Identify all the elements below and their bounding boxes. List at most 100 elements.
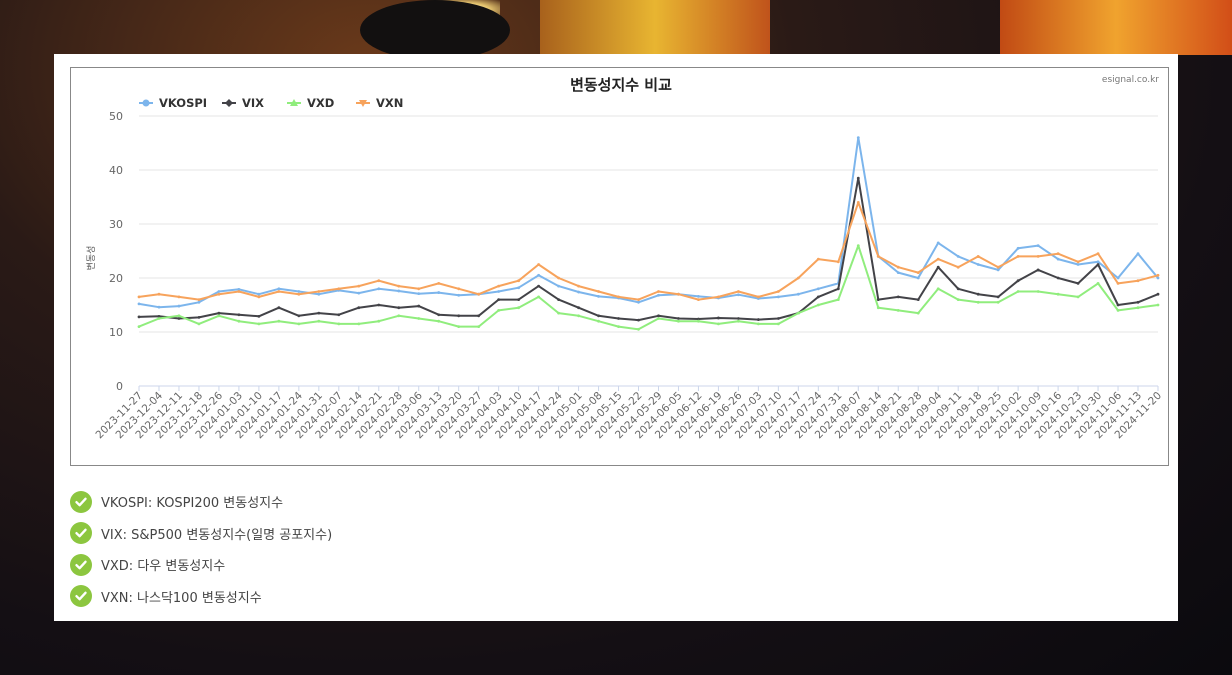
data-point bbox=[137, 302, 141, 306]
y-tick-label: 50 bbox=[109, 110, 123, 123]
data-point bbox=[1116, 309, 1120, 312]
data-point bbox=[697, 294, 700, 298]
data-point bbox=[317, 290, 321, 293]
index-description-text: VXD: 다우 변동성지수 bbox=[101, 559, 226, 575]
data-point bbox=[697, 319, 700, 323]
data-point bbox=[417, 287, 421, 291]
data-point bbox=[637, 327, 640, 331]
data-point bbox=[257, 322, 261, 326]
data-point bbox=[497, 284, 501, 288]
data-point bbox=[717, 316, 720, 320]
data-point bbox=[217, 311, 221, 315]
data-point bbox=[1016, 290, 1020, 293]
data-point bbox=[197, 300, 201, 304]
data-point bbox=[896, 271, 900, 274]
data-point bbox=[497, 298, 501, 301]
data-point bbox=[657, 317, 660, 320]
data-point bbox=[477, 292, 481, 296]
y-tick-label: 40 bbox=[109, 164, 123, 177]
data-point bbox=[457, 314, 461, 318]
series-line-vkospi bbox=[138, 136, 1159, 309]
data-point bbox=[1076, 282, 1080, 285]
data-point bbox=[457, 293, 461, 297]
data-point bbox=[796, 276, 800, 280]
chart-panel: 0 10 20 30 40 50 2023-11-27 2023-12-04 2023-12-1… bbox=[54, 54, 1178, 621]
data-point bbox=[916, 271, 920, 274]
data-point bbox=[916, 276, 920, 280]
data-point bbox=[916, 311, 920, 315]
data-point bbox=[1076, 295, 1080, 299]
series-line-vxn bbox=[138, 201, 1159, 301]
data-point bbox=[836, 298, 840, 301]
data-point bbox=[796, 311, 800, 315]
data-point bbox=[377, 287, 381, 291]
data-point bbox=[197, 298, 201, 301]
legend-item-vxn[interactable]: VXN bbox=[356, 96, 403, 110]
data-point bbox=[577, 314, 580, 318]
data-point bbox=[417, 317, 421, 320]
data-point bbox=[816, 257, 820, 261]
data-point bbox=[457, 287, 461, 291]
data-point bbox=[577, 290, 580, 294]
data-point bbox=[956, 255, 960, 258]
data-point bbox=[237, 287, 241, 291]
data-point bbox=[217, 290, 221, 293]
data-point bbox=[896, 309, 900, 312]
index-description-item: VXN: 나스닥100 변동성지수 bbox=[70, 581, 332, 613]
chart-legend: VKOSPI VIX VXD VXN bbox=[139, 96, 403, 110]
data-point bbox=[437, 291, 441, 294]
data-point bbox=[836, 260, 840, 264]
check-circle-icon bbox=[70, 522, 92, 545]
data-point bbox=[737, 317, 740, 320]
data-point bbox=[257, 295, 261, 299]
data-point bbox=[856, 244, 860, 248]
data-point bbox=[756, 322, 760, 326]
data-point bbox=[557, 298, 560, 301]
data-point bbox=[357, 291, 361, 295]
data-point bbox=[297, 292, 301, 296]
data-point bbox=[417, 304, 421, 308]
data-point bbox=[157, 292, 161, 296]
data-point bbox=[1036, 290, 1040, 293]
data-point bbox=[157, 314, 161, 318]
data-point bbox=[377, 279, 381, 283]
data-point bbox=[856, 176, 860, 180]
data-point bbox=[776, 322, 780, 326]
data-point bbox=[796, 292, 800, 296]
data-point bbox=[1116, 276, 1120, 280]
data-point bbox=[657, 290, 660, 293]
data-point bbox=[357, 306, 361, 310]
data-point bbox=[697, 298, 700, 301]
data-point bbox=[916, 298, 920, 301]
data-point bbox=[1016, 279, 1020, 283]
legend-label: VKOSPI bbox=[159, 96, 207, 110]
data-point bbox=[936, 265, 940, 269]
data-point bbox=[177, 295, 181, 299]
data-point bbox=[337, 287, 341, 291]
chart-source[interactable]: esignal.co.kr bbox=[1102, 75, 1159, 85]
data-point bbox=[257, 292, 261, 296]
data-point bbox=[996, 268, 1000, 272]
data-point bbox=[936, 241, 940, 245]
data-point bbox=[657, 314, 660, 318]
data-point bbox=[617, 295, 620, 299]
data-point bbox=[996, 300, 1000, 304]
data-point bbox=[277, 290, 281, 293]
data-point bbox=[437, 282, 441, 285]
legend-marker bbox=[225, 99, 233, 107]
data-point bbox=[737, 290, 740, 293]
series-line-vxd bbox=[138, 244, 1159, 331]
legend-item-vix[interactable]: VIX bbox=[222, 96, 264, 110]
data-point bbox=[657, 293, 660, 297]
legend-item-vxd[interactable]: VXD bbox=[287, 96, 334, 110]
data-point bbox=[597, 290, 600, 293]
data-point bbox=[677, 292, 680, 296]
volatility-chart: 010203040502023-11-272023-12-042023-12-1… bbox=[86, 75, 1164, 441]
data-point bbox=[517, 306, 521, 310]
index-description-item: VIX: S&P500 변동성지수(일명 공포지수) bbox=[70, 518, 332, 550]
background-sign-left bbox=[540, 0, 770, 55]
data-point bbox=[477, 325, 481, 328]
legend-item-vkospi[interactable]: VKOSPI bbox=[139, 96, 207, 110]
data-point bbox=[357, 322, 361, 326]
data-point bbox=[1016, 246, 1020, 250]
